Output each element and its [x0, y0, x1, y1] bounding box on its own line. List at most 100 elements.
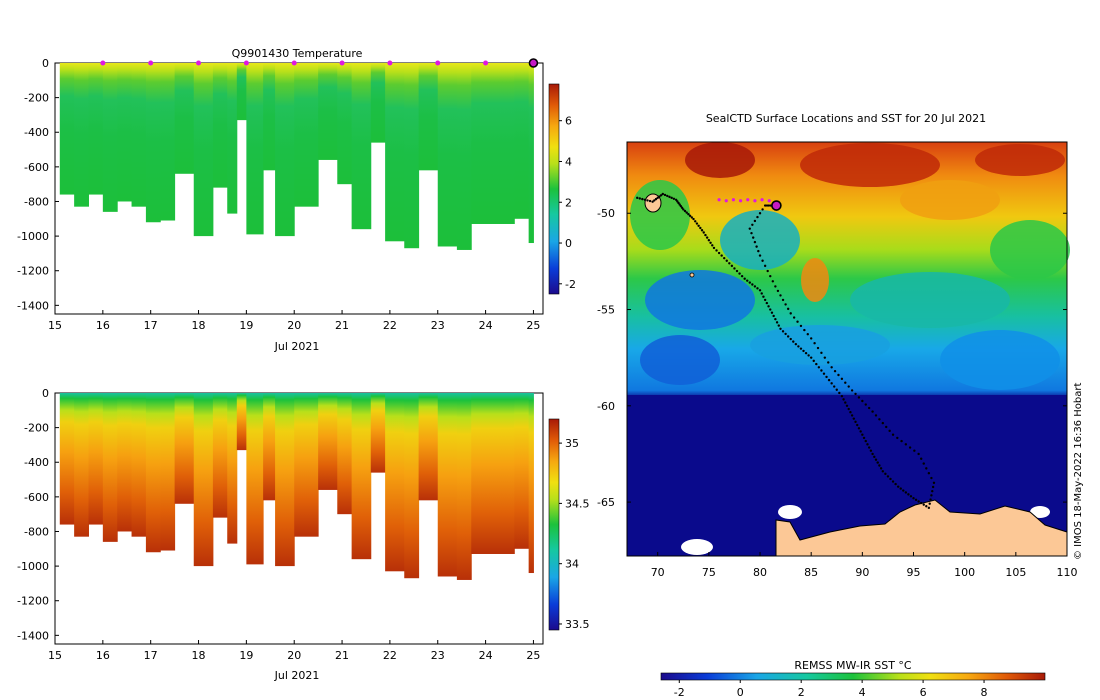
sst-colorbar-tick-label: 0: [737, 686, 744, 699]
x-tick-label: 25: [526, 649, 540, 662]
track-point: [917, 500, 920, 503]
track-point: [799, 347, 803, 350]
track-point: [931, 489, 934, 493]
track-point: [794, 342, 798, 346]
temperature-x-ticks: 15 16 17 18 19 20 21 22 23 24 25: [48, 310, 540, 332]
profile-marker: [291, 60, 297, 66]
track-point: [932, 481, 936, 485]
track-point: [812, 359, 815, 363]
track-point: [687, 213, 690, 216]
track-point: [769, 308, 772, 311]
profile-column: [318, 393, 338, 490]
profile-column: [212, 63, 228, 188]
track-point: [723, 256, 726, 260]
profile-column: [160, 393, 176, 551]
x-tick-label: 22: [383, 649, 397, 662]
track-point: [864, 439, 867, 443]
track-point: [803, 328, 806, 332]
track-point: [857, 396, 861, 399]
track-point: [820, 351, 823, 355]
track-point: [748, 227, 751, 230]
x-tick-label: 23: [431, 319, 445, 332]
track-point: [815, 362, 818, 366]
track-point: [758, 254, 762, 257]
track-point: [919, 457, 923, 460]
profile-column: [246, 63, 264, 235]
x-tick-label: 21: [335, 319, 349, 332]
track-point: [767, 305, 770, 308]
track-point: [756, 215, 759, 219]
profile-column: [294, 393, 319, 537]
y-tick-label: -800: [24, 525, 49, 538]
lon-tick-label: 105: [1005, 566, 1026, 579]
track-point: [874, 414, 878, 417]
profile-column: [318, 63, 338, 160]
track-point: [738, 272, 741, 275]
track-point: [904, 443, 908, 446]
track-point: [930, 494, 933, 497]
track-point: [781, 330, 785, 333]
track-point: [804, 351, 808, 355]
lon-tick-label: 100: [954, 566, 975, 579]
profile-column: [212, 393, 228, 518]
x-tick-label: 15: [48, 319, 62, 332]
profile-column: [437, 63, 458, 247]
track-point: [899, 487, 902, 490]
track-point: [889, 477, 892, 481]
track-point: [827, 361, 830, 364]
track-point: [827, 378, 831, 382]
track-point: [725, 259, 728, 262]
track-point: [765, 301, 769, 305]
profile-column: [275, 63, 295, 237]
x-tick-label: 19: [239, 649, 253, 662]
track-point: [765, 204, 769, 207]
track-point: [840, 377, 844, 381]
track-point: [891, 433, 895, 436]
profile-column: [263, 393, 276, 501]
track-point: [638, 197, 641, 200]
track-point: [781, 298, 785, 302]
sst-colorbar-tick-label: 4: [859, 686, 866, 699]
track-point: [830, 366, 833, 369]
profile-column: [74, 63, 89, 207]
track-point: [878, 418, 881, 421]
track-point: [833, 369, 837, 373]
y-tick-label: -1000: [17, 560, 49, 573]
profile-column: [370, 63, 386, 143]
track-point: [878, 464, 881, 467]
track-point: [682, 208, 685, 211]
track-point: [763, 204, 767, 207]
track-point: [789, 312, 792, 315]
track-point: [896, 436, 899, 440]
sst-colorbar-tick-label: 6: [920, 686, 927, 699]
track-point: [813, 342, 816, 345]
lon-tick-label: 110: [1057, 566, 1078, 579]
track-point: [733, 267, 736, 270]
sst-colorbar-tick-label: -2: [674, 686, 685, 699]
profile-column: [59, 393, 75, 525]
track-point: [869, 449, 873, 452]
track-point: [704, 233, 707, 237]
profile-column: [404, 63, 420, 249]
track-point: [907, 493, 910, 496]
track-point: [753, 219, 757, 223]
y-tick-label: -600: [24, 161, 49, 174]
track-point: [761, 259, 764, 262]
recent-position: [760, 198, 764, 202]
track-point: [784, 303, 787, 306]
track-point: [852, 417, 856, 420]
track-point: [753, 285, 757, 288]
track-point: [850, 414, 854, 417]
track-point: [927, 506, 931, 510]
track-point: [900, 439, 903, 443]
profile-marker: [243, 60, 249, 66]
x-tick-label: 22: [383, 319, 397, 332]
track-point: [761, 208, 764, 211]
track-point: [743, 277, 746, 280]
track-point: [663, 193, 667, 197]
track-point: [927, 472, 931, 475]
recent-position: [753, 199, 757, 203]
track-point: [757, 249, 760, 253]
recent-positions: [717, 198, 771, 203]
track-point: [862, 436, 866, 440]
